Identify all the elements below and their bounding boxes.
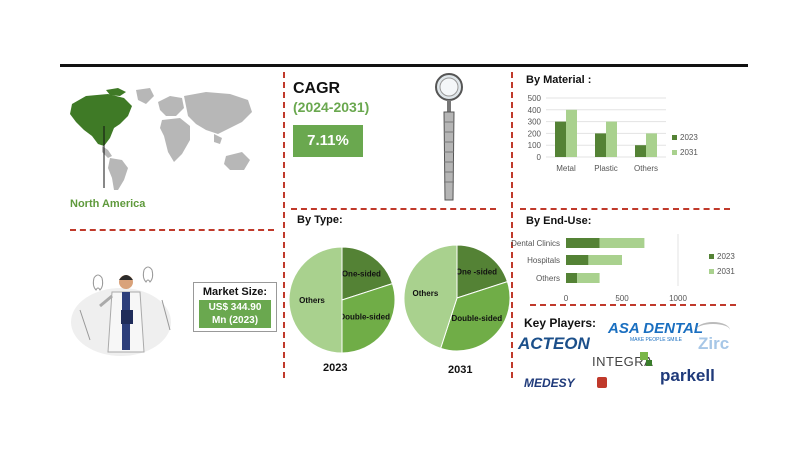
- material-legend-label-2031: 2031: [680, 148, 698, 157]
- material-chart-title: By Material :: [526, 74, 592, 86]
- acteon-logo: ACTEON: [518, 334, 590, 353]
- pie-slice-label: Others: [299, 296, 325, 305]
- enduse-legend-swatch-2031: [709, 269, 714, 274]
- material-y-tick: 0: [537, 153, 542, 162]
- pie-slice: [341, 282, 396, 354]
- market-size-card: Market Size: US$ 344.90 Mn (2023): [193, 282, 277, 332]
- enduse-x-tick: 0: [564, 294, 569, 303]
- market-size-label: Market Size:: [202, 286, 268, 298]
- enduse-bar-2023: [566, 255, 589, 265]
- parkell-logo: parkell: [660, 366, 715, 385]
- integra-mark-icon: [640, 352, 648, 360]
- region-label: North America: [70, 198, 146, 210]
- material-legend-label-2023: 2023: [680, 133, 698, 142]
- enduse-legend-label-2031: 2031: [717, 267, 735, 276]
- material-y-tick: 200: [528, 129, 542, 138]
- key-players-title: Key Players:: [524, 316, 597, 330]
- enduse-legend-label-2023: 2023: [717, 252, 735, 261]
- pie-slice-label: Double-sided: [339, 312, 390, 321]
- enduse-bar-2023: [566, 238, 600, 248]
- pie-slice: [341, 246, 394, 301]
- pie-slice-label: One-sided: [342, 269, 381, 278]
- pie-2031-year: 2031: [448, 364, 473, 376]
- pie-slice-label: One -sided: [456, 267, 497, 276]
- material-y-tick: 500: [528, 94, 542, 103]
- type-chart-title: By Type:: [297, 214, 343, 226]
- pie-2023-year: 2023: [323, 362, 348, 374]
- material-bar-2031: [566, 109, 577, 157]
- cagr-value: 7.11%: [293, 125, 363, 157]
- enduse-legend-swatch-2023: [709, 254, 714, 259]
- divider-right-horizontal-1: [520, 208, 730, 210]
- pie-slice: [456, 244, 509, 299]
- enduse-x-tick: 500: [615, 294, 629, 303]
- divider-right-horizontal-2: [530, 304, 736, 306]
- pie-slice: [439, 280, 511, 352]
- enduse-y-tick: Dental Clinics: [511, 239, 560, 248]
- asa-dental-tagline: MAKE PEOPLE SMILE: [630, 337, 682, 343]
- market-size-value-line1: US$ 344.90: [208, 302, 262, 313]
- medesy-logo: MEDESY: [524, 376, 575, 390]
- zirc-logo: Zirc: [698, 334, 730, 353]
- material-y-tick: 400: [528, 106, 542, 115]
- material-bar-2023: [635, 145, 646, 157]
- world-map: [70, 88, 252, 190]
- shield-logo-icon: [597, 377, 607, 388]
- material-legend-swatch-2031: [672, 150, 677, 155]
- material-x-tick: Metal: [556, 164, 576, 173]
- material-legend-swatch-2023: [672, 135, 677, 140]
- dental-mirror-icon: [435, 73, 463, 201]
- dentist-illustration: [71, 266, 171, 356]
- divider-left-horizontal: [70, 229, 274, 231]
- material-y-tick: 300: [528, 118, 542, 127]
- enduse-chart-title: By End-Use:: [526, 215, 592, 227]
- enduse-y-tick: Hospitals: [527, 256, 560, 265]
- pie-slice-label: Others: [412, 289, 438, 298]
- zirc-logo-arc: [696, 322, 730, 338]
- divider-left: [283, 72, 285, 378]
- material-bar-2031: [606, 121, 617, 157]
- integra-logo: INTEGRA: [592, 354, 654, 369]
- pie-slice-label: Double-sided: [451, 314, 502, 323]
- divider-middle-horizontal: [291, 208, 496, 210]
- pie-slice: [403, 244, 458, 350]
- type-pie-2023: One-sided Double-sided Others: [288, 246, 396, 354]
- material-x-tick: Plastic: [594, 164, 618, 173]
- cagr-title: CAGR: [293, 80, 341, 97]
- enduse-bar-2023: [566, 273, 578, 283]
- market-size-value: US$ 344.90 Mn (2023): [199, 300, 271, 328]
- cagr-years: (2024-2031): [293, 99, 370, 115]
- type-pie-2031: One -sided Double-sided Others: [403, 244, 511, 352]
- market-size-value-line2: Mn (2023): [211, 315, 259, 326]
- material-bar-chart: 0 100 200 300 400 500 Metal Plastic Others 2023 20…: [528, 94, 699, 173]
- divider-right: [511, 72, 513, 378]
- top-rule: [60, 64, 748, 67]
- enduse-bar-chart: Dental Clinics Hospitals Others 0 500 1000 202…: [511, 234, 735, 303]
- enduse-y-tick: Others: [536, 274, 560, 283]
- material-bar-2031: [646, 133, 657, 157]
- material-x-tick: Others: [634, 164, 658, 173]
- material-bar-2023: [555, 121, 566, 157]
- asa-dental-logo: ASA DENTAL: [608, 320, 703, 337]
- enduse-bar-2031: [599, 238, 645, 248]
- material-bar-2023: [595, 133, 606, 157]
- pie-slice: [288, 246, 343, 354]
- material-y-tick: 100: [528, 141, 542, 150]
- integra-mark-icon-2: [646, 360, 652, 366]
- enduse-bar-2031: [588, 255, 622, 265]
- enduse-x-tick: 1000: [669, 294, 687, 303]
- enduse-bar-2031: [577, 273, 600, 283]
